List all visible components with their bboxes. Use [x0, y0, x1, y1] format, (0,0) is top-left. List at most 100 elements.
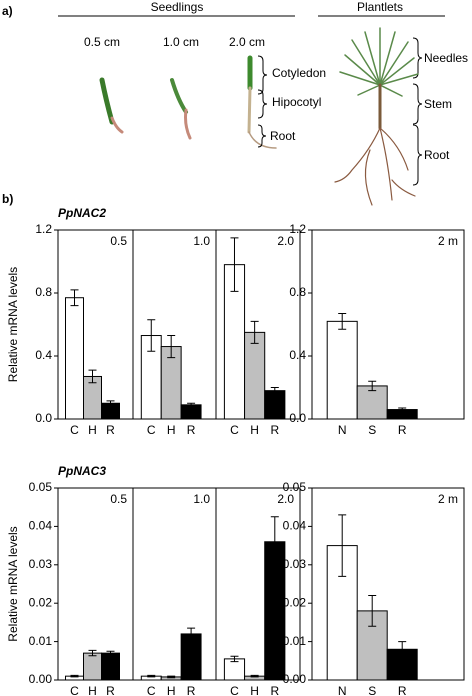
error-bar	[187, 627, 196, 641]
x-tick-label: H	[88, 423, 97, 437]
panel-frame	[132, 487, 217, 681]
error-bar	[368, 380, 377, 392]
bar	[264, 390, 286, 420]
size-label: 0.5 cm	[84, 35, 120, 49]
panel-label: 1.0	[193, 234, 210, 248]
error-bar	[338, 514, 347, 577]
x-tick-label: S	[368, 423, 376, 437]
y-tick-label: 0.4	[35, 348, 52, 362]
x-tick-label: R	[398, 684, 407, 696]
y-tick-label: 0.03	[29, 557, 53, 571]
part-label: Hipocotyl	[272, 95, 321, 109]
error-bar	[70, 289, 79, 307]
y-tick-label: 0.05	[29, 480, 53, 494]
bar	[101, 652, 120, 681]
x-tick-label: C	[147, 423, 156, 437]
x-tick-label: H	[167, 423, 176, 437]
part-label: Root	[424, 148, 450, 162]
x-tick-label: R	[270, 423, 279, 437]
y-tick-label: 0.02	[29, 595, 53, 609]
error-bar	[187, 402, 196, 407]
y-tick-label: 0.0	[289, 411, 306, 425]
bar	[244, 331, 266, 420]
panel-label: a)	[2, 4, 13, 18]
y-tick-label: 0.4	[289, 348, 306, 362]
x-tick-label: R	[187, 684, 196, 696]
error-bar	[338, 312, 347, 330]
y-tick-label: 1.2	[289, 222, 306, 236]
error-bar	[106, 650, 115, 656]
error-bar	[250, 320, 259, 344]
y-tick-label: 0.00	[29, 672, 53, 686]
y-tick-label: 0.04	[29, 519, 53, 533]
error-bar	[368, 595, 377, 627]
y-tick-label: 0.01	[29, 634, 53, 648]
plantlet-photo	[334, 27, 419, 206]
panel-label: 2 m	[438, 492, 458, 506]
x-tick-label: C	[230, 423, 239, 437]
error-bar	[270, 516, 279, 568]
x-tick-label: S	[368, 684, 376, 696]
y-axis-label: Relative mRNA levels	[6, 267, 20, 382]
error-bar	[88, 649, 97, 657]
panel-label: 1.0	[193, 492, 210, 506]
x-tick-label: C	[147, 684, 156, 696]
bar	[180, 633, 202, 681]
part-label: Cotyledon	[272, 66, 326, 80]
size-label: 2.0 cm	[229, 35, 265, 49]
error-bar	[398, 407, 407, 412]
error-bar	[147, 319, 156, 352]
x-tick-label: H	[88, 684, 97, 696]
error-bar	[270, 387, 279, 395]
part-label: Needles	[424, 51, 468, 65]
x-tick-label: H	[167, 684, 176, 696]
bar	[180, 404, 202, 420]
bar	[356, 385, 388, 420]
x-tick-label: C	[230, 684, 239, 696]
size-label: 1.0 cm	[163, 35, 199, 49]
y-axis-label: Relative mRNA levels	[6, 526, 20, 641]
error-bar	[230, 655, 239, 663]
x-tick-label: R	[398, 423, 407, 437]
x-tick-label: R	[270, 684, 279, 696]
chart-title: PpNAC3	[58, 464, 106, 478]
y-tick-label: 0.0	[35, 411, 52, 425]
panel-label: 2.0	[277, 492, 294, 506]
y-tick-label: 0.00	[283, 672, 307, 686]
x-tick-label: C	[70, 423, 79, 437]
error-bar	[167, 675, 176, 679]
part-label: Root	[270, 129, 296, 143]
x-tick-label: R	[106, 684, 115, 696]
x-tick-label: R	[106, 423, 115, 437]
error-bar	[70, 674, 79, 678]
panel-label: b)	[2, 192, 13, 206]
panel-label: 2 m	[438, 234, 458, 248]
error-bar	[167, 335, 176, 359]
brace	[257, 37, 423, 186]
y-tick-label: 0.8	[289, 285, 306, 299]
part-label: Stem	[424, 97, 452, 111]
error-bar	[398, 641, 407, 658]
panel-label: 0.5	[110, 234, 127, 248]
y-tick-label: 0.04	[283, 519, 307, 533]
error-bar	[250, 674, 259, 678]
y-tick-label: 0.01	[283, 634, 307, 648]
y-tick-label: 0.03	[283, 557, 307, 571]
error-bar	[230, 237, 239, 292]
y-tick-label: 0.8	[35, 285, 52, 299]
group-title: Seedlings	[151, 0, 204, 14]
bar	[83, 652, 102, 681]
panel-label: 0.5	[110, 492, 127, 506]
panel-label: 2.0	[277, 234, 294, 248]
bar	[65, 297, 84, 420]
error-bar	[147, 674, 156, 678]
panel-frame	[215, 487, 301, 681]
x-tick-label: N	[338, 423, 347, 437]
x-tick-label: R	[187, 423, 196, 437]
chart-title: PpNAC2	[58, 206, 106, 220]
error-bar	[106, 400, 115, 407]
error-bar	[88, 369, 97, 384]
x-tick-label: H	[250, 684, 259, 696]
seedling-photo	[99, 55, 277, 149]
